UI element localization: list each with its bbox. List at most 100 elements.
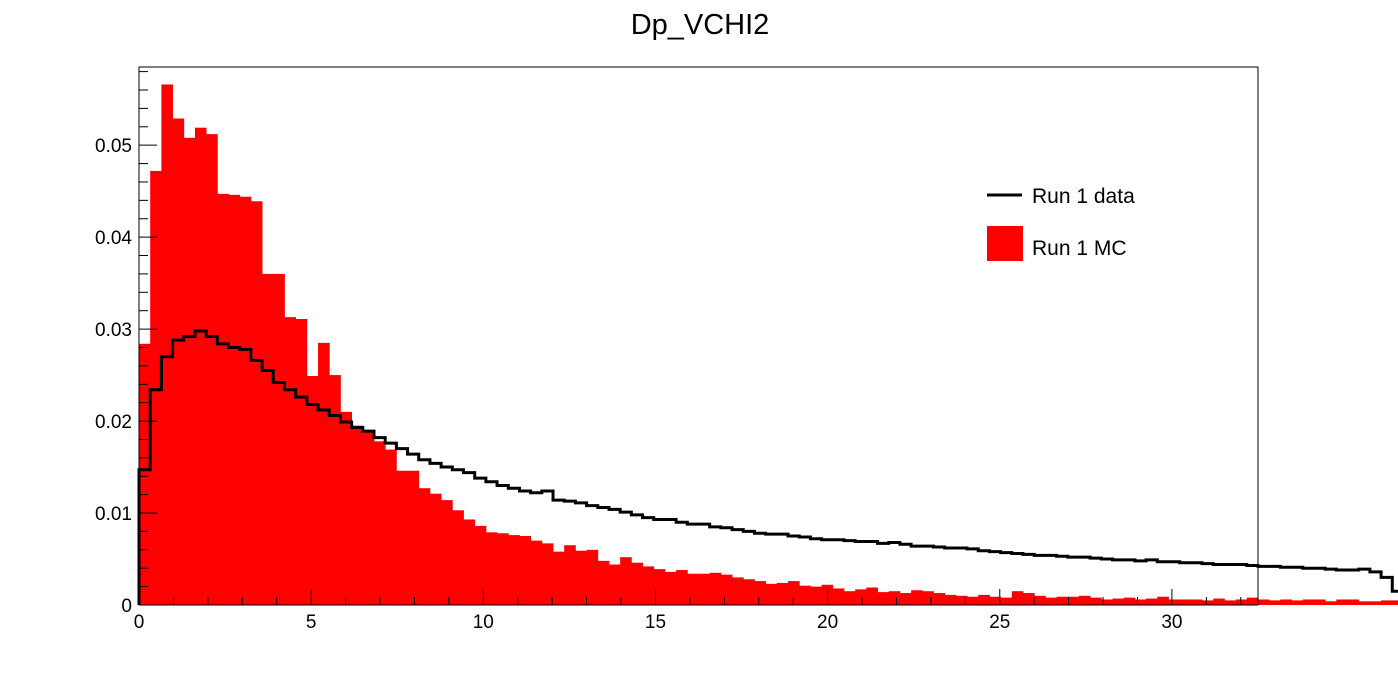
mc-bar	[1157, 596, 1169, 605]
mc-bar	[911, 590, 923, 605]
mc-bar	[698, 573, 711, 605]
mc-bar	[306, 376, 319, 605]
mc-bar	[1045, 597, 1057, 605]
mc-bar	[1369, 601, 1382, 605]
mc-bar	[922, 591, 934, 605]
mc-bar	[1302, 599, 1315, 605]
y-axis: 0 0.01 0.02 0.03 0.04 0.05	[95, 71, 157, 617]
mc-bar	[776, 582, 789, 605]
mc-bar	[206, 134, 218, 605]
mc-bar	[1291, 600, 1304, 605]
mc-bar	[933, 593, 946, 605]
mc-bar	[810, 586, 822, 605]
y-tick-label: 0.02	[95, 412, 132, 433]
mc-bar	[217, 193, 229, 605]
mc-bar	[765, 583, 778, 605]
mc-bar	[485, 532, 498, 605]
mc-bar	[944, 594, 957, 605]
mc-bars	[139, 84, 1398, 606]
chart-title: Dp_VCHI2	[631, 9, 770, 41]
mc-bar	[463, 519, 476, 605]
mc-bar	[553, 551, 565, 605]
mc-bar	[340, 411, 353, 605]
mc-bar	[709, 572, 722, 605]
mc-bar	[362, 431, 375, 605]
plot-frame	[138, 66, 1259, 606]
mc-bar	[1112, 598, 1125, 605]
x-tick-label: 10	[473, 612, 494, 633]
mc-bar	[955, 595, 968, 605]
mc-bar	[1235, 599, 1248, 605]
mc-bar	[989, 596, 1002, 605]
mc-bar	[877, 592, 890, 605]
legend: Run 1 data Run 1 MC	[987, 185, 1135, 261]
mc-bar	[608, 564, 621, 605]
mc-bar	[732, 577, 744, 605]
mc-bar	[318, 342, 330, 605]
mc-bar	[530, 540, 543, 605]
mc-bar	[855, 589, 867, 605]
mc-bar	[1347, 599, 1360, 605]
mc-bar	[1179, 599, 1192, 605]
x-tick-label: 0	[134, 612, 145, 633]
mc-bar	[1168, 599, 1181, 605]
x-tick-label: 25	[989, 612, 1010, 633]
mc-bar	[978, 594, 990, 605]
mc-bar	[888, 591, 901, 605]
mc-bar	[194, 127, 207, 605]
mc-bar	[1000, 597, 1013, 605]
mc-bar	[642, 566, 655, 605]
mc-bar	[1090, 597, 1102, 605]
mc-bar	[351, 425, 364, 605]
y-tick-label: 0	[121, 596, 132, 617]
mc-bar	[620, 557, 632, 605]
x-tick-label: 30	[1161, 612, 1182, 633]
mc-bar	[1358, 601, 1371, 605]
mc-bar	[754, 581, 767, 605]
mc-bar	[273, 273, 285, 605]
mc-bar	[396, 470, 408, 605]
mc-bar	[1023, 593, 1035, 605]
mc-bar	[575, 550, 587, 605]
y-tick-label: 0.03	[95, 320, 132, 341]
mc-bar	[139, 343, 151, 605]
data-step-line-series	[137, 329, 1398, 605]
mc-bar	[1101, 599, 1113, 605]
mc-bar	[284, 317, 297, 605]
x-axis: 0 5 10 15 20 25 30	[134, 589, 1242, 633]
mc-bar	[1123, 597, 1136, 605]
mc-bar	[597, 560, 610, 605]
mc-bar	[1313, 599, 1326, 605]
mc-bar	[1011, 591, 1024, 605]
mc-bar	[1134, 599, 1147, 605]
mc-bar	[1280, 599, 1292, 605]
mc-bar	[788, 581, 800, 605]
mc-bar	[183, 137, 196, 606]
mc-bar	[329, 375, 341, 605]
mc-bar	[832, 588, 845, 605]
mc-bar	[564, 545, 576, 605]
legend-mc-fill-swatch	[987, 226, 1023, 261]
mc-bar	[1146, 598, 1158, 605]
mc-bar	[1325, 601, 1337, 605]
mc-bar	[1269, 600, 1281, 605]
mc-bar	[720, 574, 733, 605]
mc-bar	[250, 201, 263, 605]
mc-bar	[228, 194, 241, 606]
y-tick-label: 0.01	[95, 504, 132, 525]
mc-bar	[407, 470, 420, 605]
mc-bar	[1213, 598, 1225, 605]
x-tick-label: 15	[645, 612, 666, 633]
mc-bar	[474, 525, 487, 605]
mc-bar	[1078, 595, 1091, 605]
mc-bar	[1067, 596, 1080, 605]
mc-bar	[150, 170, 162, 605]
mc-bar	[172, 118, 185, 605]
x-tick-label: 20	[817, 612, 838, 633]
mc-bar	[441, 500, 453, 605]
mc-bar	[429, 493, 442, 605]
mc-bar	[508, 535, 520, 605]
mc-bar	[519, 536, 532, 605]
